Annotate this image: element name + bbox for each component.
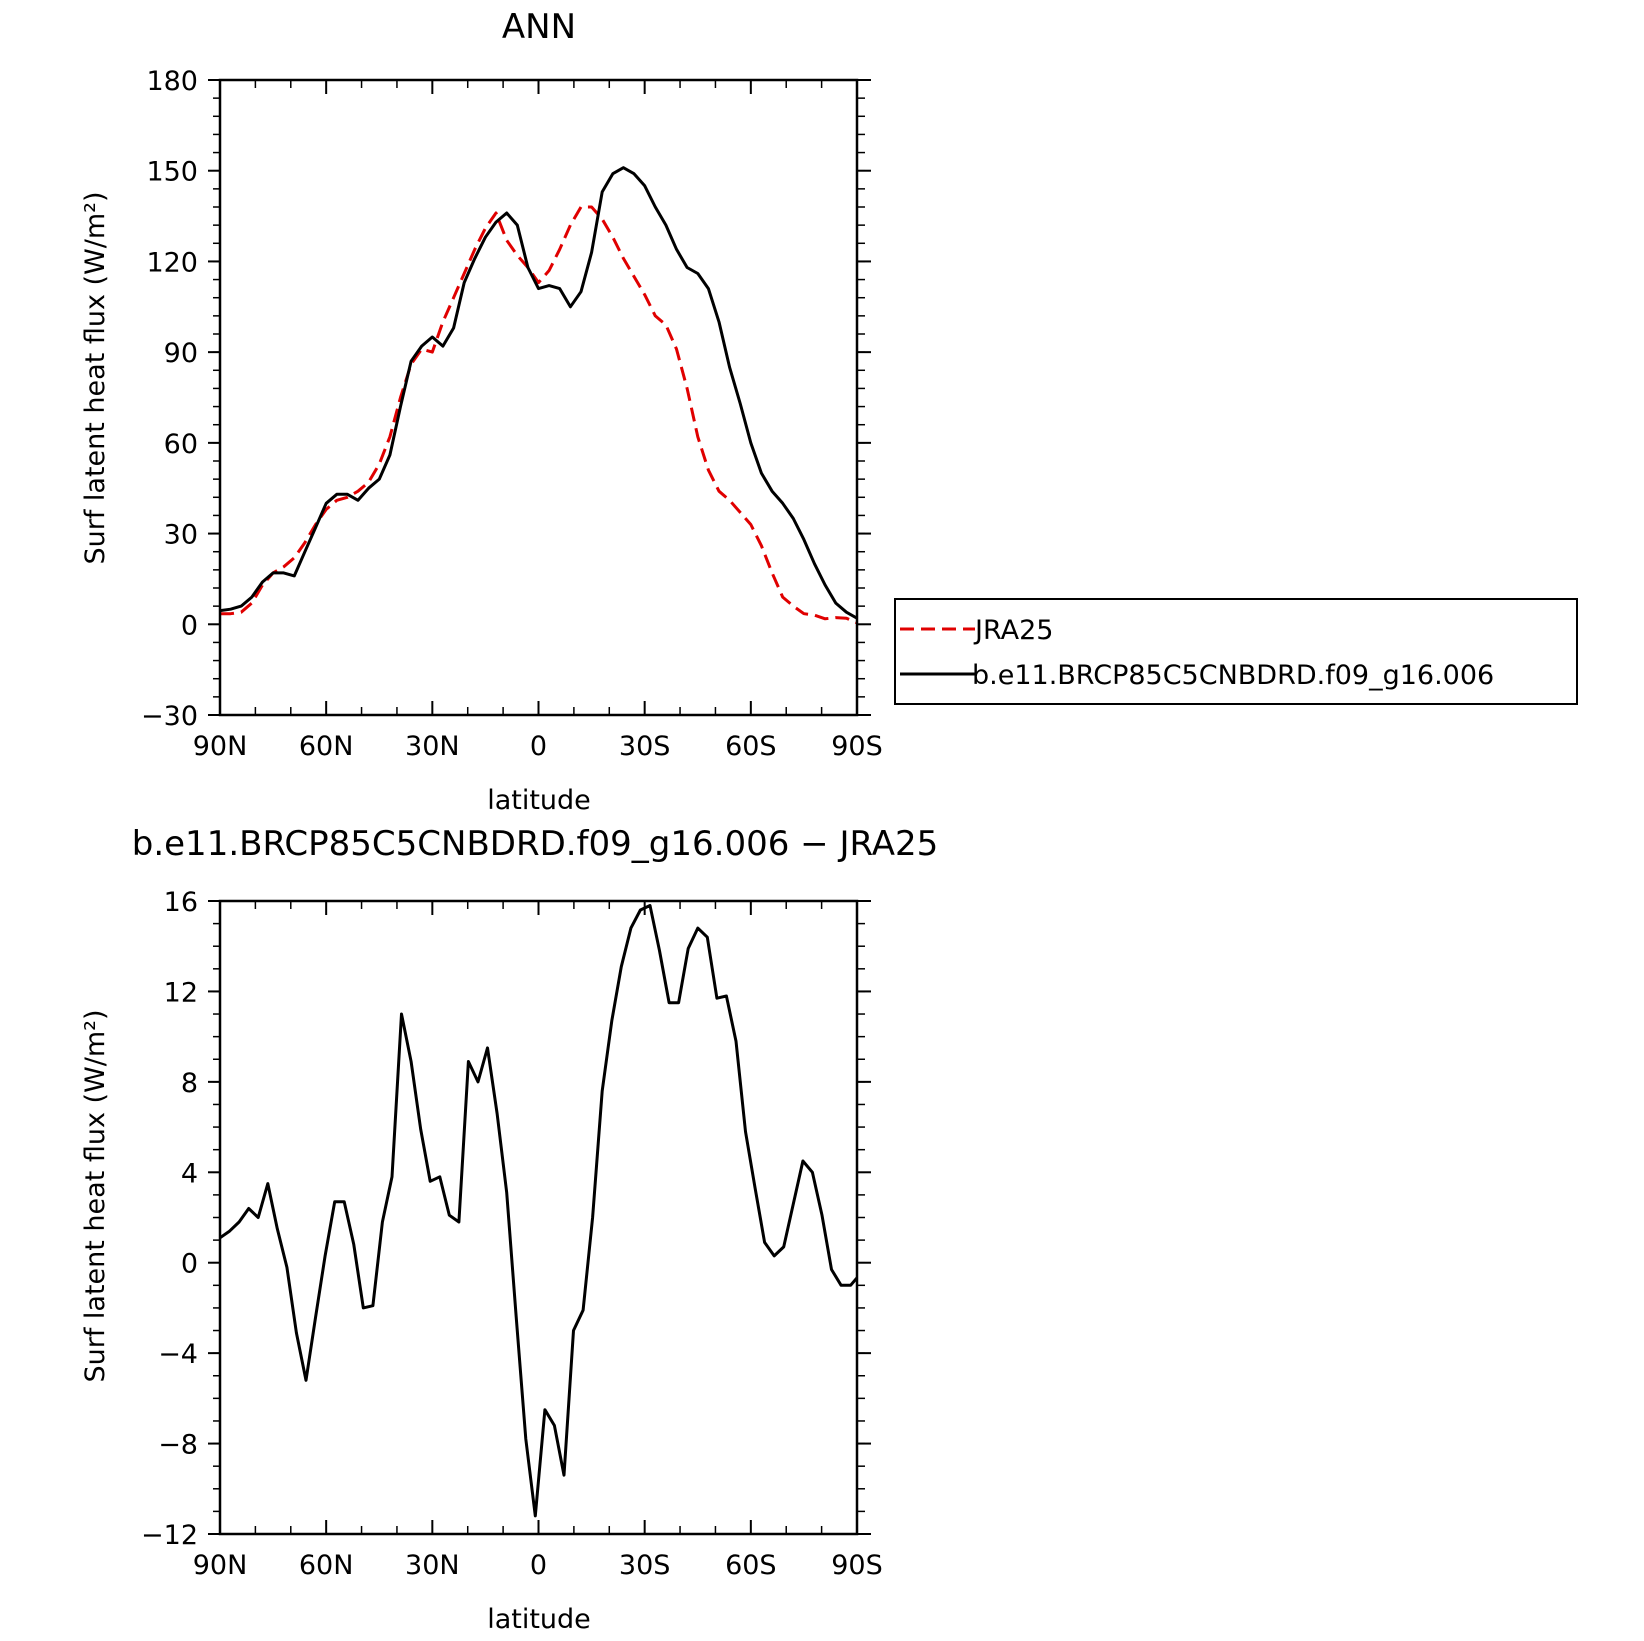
x-tick-label: 60N [299,731,354,762]
y-tick-label: 180 [146,66,198,97]
x-tick-label: 30S [619,731,671,762]
x-tick-label: 90S [831,1550,883,1581]
plot-frame [218,78,859,717]
y-tick-label: −12 [141,1520,198,1551]
y-tick-label: 120 [146,247,198,278]
y-tick-label: −8 [158,1430,198,1461]
x-tick-label: 90N [193,731,248,762]
chart-panel-top: ANN latitude Surf latent heat flux (W/m²… [80,7,883,816]
y-axis-label: Surf latent heat flux (W/m²) [80,1009,111,1382]
y-tick-label: 0 [181,610,198,641]
x-tick-label: 0 [530,1550,547,1581]
y-tick-label: 90 [164,338,198,369]
legend: JRA25 b.e11.BRCP85C5CNBDRD.f09_g16.006 [894,598,1578,705]
x-axis-label: latitude [487,785,591,816]
y-tick-label: 8 [181,1068,198,1099]
x-tick-label: 30N [405,1550,460,1581]
x-tick-label: 90N [193,1550,248,1581]
x-tick-label: 90S [831,731,883,762]
plot-frame [218,899,859,1536]
x-tick-label: 60S [725,1550,777,1581]
legend-box [894,598,1578,705]
x-tick-label: 60S [725,731,777,762]
chart-title: b.e11.BRCP85C5CNBDRD.f09_g16.006 − JRA25 [132,824,939,864]
chart-title: ANN [502,7,576,47]
series-line-jra25 [220,205,857,625]
y-tick-label: −4 [158,1339,198,1370]
y-tick-label: 30 [164,520,198,551]
y-axis-label: Surf latent heat flux (W/m²) [80,191,111,564]
axis-ticks: 90N 60N 30N 0 30S 60S 90S 16 12 8 4 0 −4 −8 −12 [141,887,883,1581]
y-tick-label: 12 [164,977,198,1008]
x-tick-label: 30N [405,731,460,762]
chart-panel-bottom: b.e11.BRCP85C5CNBDRD.f09_g16.006 − JRA25… [80,824,938,1635]
x-tick-label: 0 [530,731,547,762]
y-tick-label: −30 [141,701,198,732]
x-axis-label: latitude [487,1604,591,1635]
x-tick-label: 60N [299,1550,354,1581]
series-group [220,904,857,1518]
series-line-model [220,166,857,620]
legend-label-jra25: JRA25 [973,615,1053,646]
y-tick-label: 4 [181,1158,198,1189]
x-tick-label: 30S [619,1550,671,1581]
y-tick-label: 16 [164,887,198,918]
legend-label-model: b.e11.BRCP85C5CNBDRD.f09_g16.006 [972,660,1494,691]
y-tick-label: 60 [164,429,198,460]
y-tick-label: 150 [146,157,198,188]
series-line-model [220,904,857,1518]
series-group [220,166,857,625]
y-tick-label: 0 [181,1249,198,1280]
axis-ticks: 90N 60N 30N 0 30S 60S 90S 180 150 120 90 60 30 0 −30 [141,66,883,762]
